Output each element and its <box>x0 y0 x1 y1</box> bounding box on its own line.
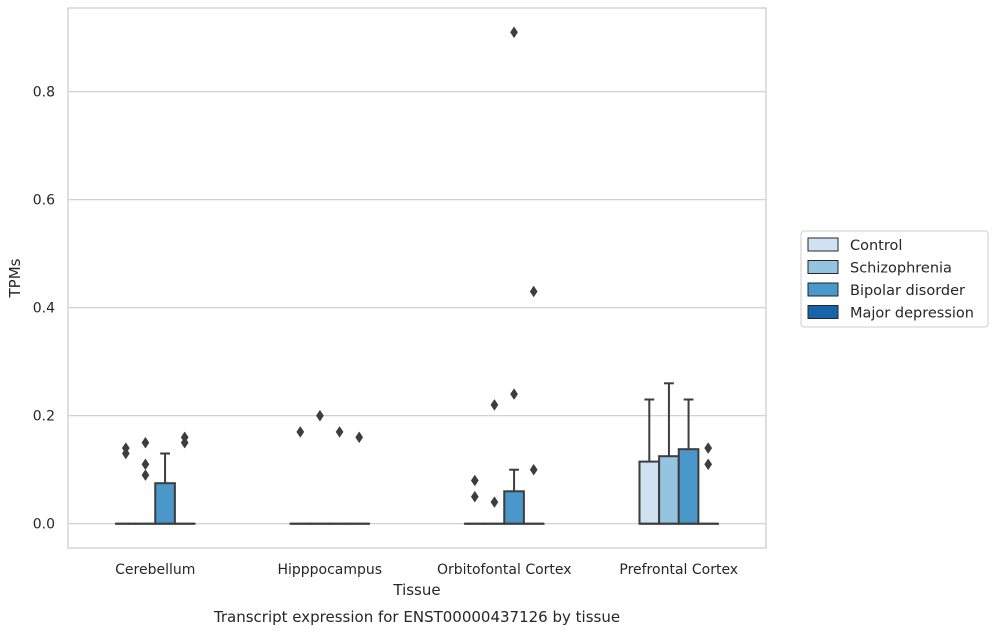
box-body <box>658 455 680 525</box>
outlier-point <box>704 458 713 471</box>
box-body <box>154 482 176 525</box>
legend-swatch <box>807 237 839 252</box>
outlier-point <box>180 431 189 444</box>
x-tick-label: Orbitofontal Cortex <box>437 562 572 578</box>
legend-label: Bipolar disorder <box>850 283 965 299</box>
legend-swatch <box>807 282 839 297</box>
outlier-point <box>490 496 499 508</box>
y-tick-label: 0.4 <box>33 301 55 317</box>
y-tick-label: 0.8 <box>33 85 55 101</box>
box-schizophrenia <box>658 382 680 525</box>
y-axis-label: TPMs <box>6 258 24 298</box>
legend-label: Control <box>850 238 902 254</box>
box-control <box>638 398 661 525</box>
outlier-point <box>121 442 130 454</box>
outlier-point <box>141 469 150 481</box>
outlier-point <box>470 490 479 503</box>
chart-caption: Transcript expression for ENST0000043712… <box>213 608 620 626</box>
y-tick-label: 0.6 <box>33 193 55 209</box>
x-axis-label: Tissue <box>392 581 440 599</box>
x-tick-label: Prefrontal Cortex <box>619 562 738 578</box>
legend: Control Schizophrenia Bipolar disorder Majo… <box>800 230 989 328</box>
outlier-point <box>510 26 518 39</box>
box-plots <box>114 382 720 525</box>
outlier-point <box>141 458 150 471</box>
box-body <box>638 460 661 525</box>
outlier-point <box>316 409 324 422</box>
outlier-point <box>529 463 538 476</box>
legend-swatch <box>807 260 839 274</box>
y-tick-label: 0.0 <box>33 517 55 533</box>
outlier-points <box>121 26 713 508</box>
outlier-point <box>704 442 713 454</box>
x-tick-label: Hipppocampus <box>277 562 382 578</box>
outlier-point <box>355 431 364 444</box>
x-tick-label: Cerebellum <box>115 562 195 578</box>
plot-frame <box>67 7 767 549</box>
box-body <box>677 448 700 525</box>
outlier-point <box>529 285 538 298</box>
legend-swatch <box>807 305 839 319</box>
outlier-point <box>510 388 518 400</box>
y-tick-label: 0.2 <box>33 409 55 425</box>
y-tick-labels: 0.0 0.2 0.4 0.6 0.8 <box>33 85 55 533</box>
box-bipolar-disorder <box>154 452 176 525</box>
legend-label: Major depression <box>850 306 974 322</box>
box-bipolar-disorder <box>503 468 525 525</box>
outlier-point <box>141 436 150 449</box>
outlier-point <box>470 474 479 487</box>
box-body <box>503 490 525 525</box>
outlier-point <box>490 399 499 411</box>
legend-frame <box>800 230 989 328</box>
legend-label: Schizophrenia <box>850 261 952 277</box>
x-tick-labels: Cerebellum Hipppocampus Orbitofontal Corte… <box>115 562 738 578</box>
outlier-point <box>335 426 344 438</box>
outlier-point <box>296 426 305 438</box>
box-bipolar-disorder <box>677 398 700 525</box>
